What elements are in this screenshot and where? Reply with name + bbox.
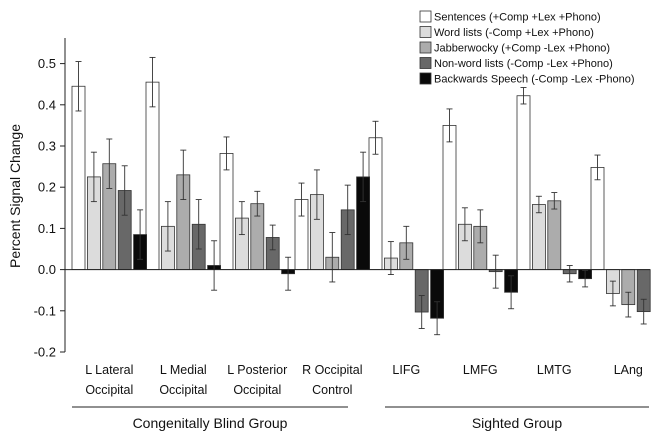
y-tick-label: 0.0 — [38, 262, 56, 277]
group-labels: Congenitally Blind Group Sighted Group — [72, 406, 649, 431]
axes — [64, 38, 650, 352]
category-label: LMTG — [537, 363, 572, 377]
category-label: L Medial — [160, 363, 207, 377]
y-tick-label: 0.4 — [38, 97, 56, 112]
category-label: LAng — [614, 363, 643, 377]
legend-swatch — [419, 26, 432, 38]
bar — [532, 204, 546, 270]
bar — [590, 167, 605, 270]
legend-entry: Jabberwocky (+Comp -Lex +Phono) — [434, 43, 610, 55]
y-tick-label: 0.5 — [38, 56, 56, 71]
category-label: Occipital — [85, 383, 133, 397]
category-label: L Posterior — [227, 363, 287, 377]
bar — [547, 200, 562, 271]
y-tick-label: -0.2 — [34, 345, 56, 360]
legend-entry: Non-word lists (-Comp -Lex +Phono) — [434, 58, 613, 70]
legend-entry: Sentences (+Comp +Lex +Phono) — [434, 12, 601, 24]
legend-entry: Word lists (-Comp +Lex +Phono) — [434, 27, 594, 39]
y-tick-label: 0.2 — [38, 180, 56, 195]
y-axis-ticks: -0.2 -0.1 0.0 0.1 0.2 0.3 0.4 0.5 — [34, 56, 65, 360]
bars — [71, 56, 651, 336]
legend: Sentences (+Comp +Lex +Phono) Word lists … — [419, 10, 635, 86]
category-label: LMFG — [463, 363, 498, 377]
legend-swatch — [419, 41, 432, 54]
category-label: Occipital — [233, 383, 281, 397]
bar — [368, 137, 383, 270]
bar — [516, 95, 531, 270]
legend-entry: Backwards Speech (-Comp -Lex -Phono) — [434, 74, 635, 86]
y-tick-label: 0.1 — [38, 221, 56, 236]
y-tick-label: 0.3 — [38, 139, 56, 154]
bar — [145, 81, 160, 271]
group-label: Sighted Group — [472, 415, 562, 431]
category-label: Control — [312, 383, 352, 397]
legend-swatch — [419, 72, 432, 85]
legend-swatch — [419, 57, 432, 69]
category-labels: L Lateral Occipital L Medial Occipital L Pos… — [85, 363, 643, 397]
bar — [71, 85, 86, 270]
bar — [442, 125, 457, 270]
category-label: Occipital — [159, 383, 207, 397]
y-tick-label: -0.1 — [34, 303, 56, 318]
y-axis-label: Percent Signal Change — [7, 124, 23, 268]
category-label: LIFG — [392, 363, 420, 377]
group-label: Congenitally Blind Group — [133, 415, 288, 431]
category-label: L Lateral — [85, 363, 133, 377]
legend-swatch — [419, 10, 432, 23]
bar — [219, 153, 234, 270]
category-label: R Occipital — [302, 363, 362, 377]
